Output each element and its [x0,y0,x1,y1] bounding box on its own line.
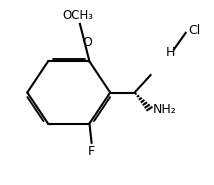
Text: NH₂: NH₂ [153,103,177,116]
Text: F: F [88,145,95,158]
Text: Cl: Cl [188,23,200,37]
Text: O: O [82,36,92,49]
Text: H: H [166,46,175,59]
Text: OCH₃: OCH₃ [62,9,93,22]
